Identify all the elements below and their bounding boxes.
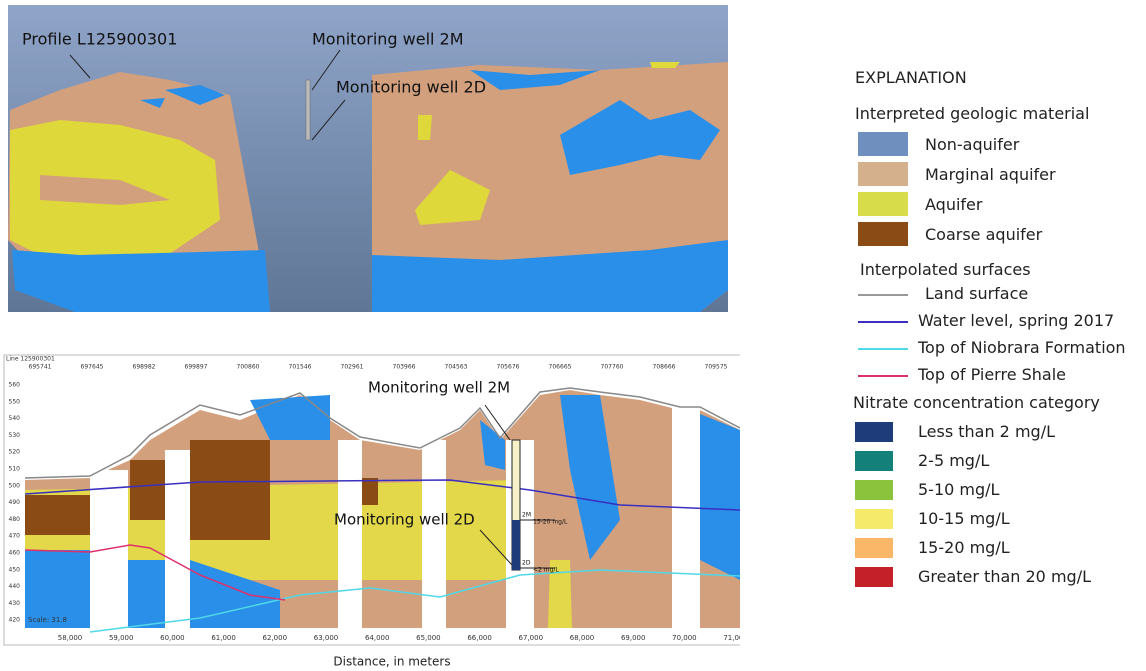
- page: { "top_image": { "labels": ["Profile L12…: [0, 0, 1146, 671]
- y-tick-label: 510: [9, 466, 21, 473]
- legend-line: [858, 348, 908, 350]
- legend-label: Top of Niobrara Formation: [918, 338, 1126, 357]
- top-label: Monitoring well 2D: [336, 78, 486, 97]
- legend-swatch: [858, 192, 908, 216]
- legend-label: 2-5 mg/L: [918, 451, 989, 470]
- legend-label: Aquifer: [925, 195, 982, 214]
- well-annotation: 15-20 mg/L: [533, 519, 568, 526]
- x-tick-label: 65,000: [416, 634, 441, 642]
- legend-label: Coarse aquifer: [925, 225, 1042, 244]
- x-tick-label: 60,000: [160, 634, 185, 642]
- figure: Profile L125900301 Monitoring well 2M Mo…: [0, 0, 740, 671]
- x-tick-label: 71,000: [723, 634, 740, 642]
- y-tick-label: 530: [9, 432, 21, 439]
- station-label: 699897: [185, 364, 208, 371]
- station-label: 698982: [133, 364, 156, 371]
- right-block: [372, 62, 728, 312]
- x-tick-label: 68,000: [570, 634, 595, 642]
- x-tick-label: 70,000: [672, 634, 697, 642]
- x-tick-label: 61,000: [211, 634, 236, 642]
- x-tick-label: 59,000: [109, 634, 134, 642]
- y-tick-label: 450: [9, 566, 21, 573]
- legend-heading: Nitrate concentration category: [853, 393, 1100, 412]
- legend-label: Non-aquifer: [925, 135, 1019, 154]
- x-tick-label: 63,000: [314, 634, 339, 642]
- legend-swatch: [858, 162, 908, 186]
- top-label: Profile L125900301: [22, 30, 177, 49]
- legend-swatch: [855, 509, 893, 529]
- station-label: 707760: [601, 364, 624, 371]
- station-label: 701546: [289, 364, 312, 371]
- legend-heading: Interpolated surfaces: [860, 260, 1031, 279]
- station-label: 703966: [393, 364, 416, 371]
- y-tick-label: 540: [9, 415, 21, 422]
- well-label: Monitoring well 2D: [334, 511, 475, 529]
- x-tick-label: 62,000: [263, 634, 288, 642]
- well-label: Monitoring well 2M: [368, 379, 510, 397]
- y-tick-label: 480: [9, 516, 21, 523]
- line-label: Line 125900301: [6, 356, 55, 363]
- y-tick-label: 430: [9, 600, 21, 607]
- legend-swatch: [855, 422, 893, 442]
- legend-label: Top of Pierre Shale: [918, 365, 1066, 384]
- well-symbol: [306, 80, 310, 140]
- legend-swatch: [858, 132, 908, 156]
- station-label: 702961: [341, 364, 364, 371]
- station-label: 706665: [549, 364, 572, 371]
- station-label: 705676: [497, 364, 520, 371]
- y-tick-label: 490: [9, 499, 21, 506]
- well-annotation: <2 mg/L: [533, 567, 559, 574]
- legend-swatch: [858, 222, 908, 246]
- legend-label: 10-15 mg/L: [918, 509, 1010, 528]
- legend-line: [858, 321, 908, 323]
- x-tick-label: 67,000: [519, 634, 544, 642]
- station-label: 695741: [29, 364, 52, 371]
- y-tick-label: 470: [9, 533, 21, 540]
- y-tick-label: 420: [9, 617, 21, 624]
- scale-label: Scale: 31.8: [28, 616, 67, 624]
- y-tick-label: 460: [9, 550, 21, 557]
- legend-label: Marginal aquifer: [925, 165, 1056, 184]
- legend-label: 5-10 mg/L: [918, 480, 999, 499]
- well-annotation: 2M: [522, 512, 531, 519]
- legend-heading: Interpreted geologic material: [855, 104, 1089, 123]
- legend-swatch: [855, 567, 893, 587]
- legend-swatch: [855, 538, 893, 558]
- legend-line: [858, 375, 908, 377]
- station-label: 708666: [653, 364, 676, 371]
- legend-label: Water level, spring 2017: [918, 311, 1114, 330]
- station-label: 697645: [81, 364, 104, 371]
- left-block: [8, 72, 270, 312]
- y-tick-label: 440: [9, 583, 21, 590]
- legend-title: EXPLANATION: [855, 68, 967, 87]
- legend-label: Less than 2 mg/L: [918, 422, 1055, 441]
- well-screen: [512, 520, 520, 570]
- legend-swatch: [855, 480, 893, 500]
- x-tick-label: 64,000: [365, 634, 390, 642]
- legend-swatch: [855, 451, 893, 471]
- y-tick-label: 500: [9, 482, 21, 489]
- station-label: 700860: [237, 364, 260, 371]
- x-tick-label: 69,000: [621, 634, 646, 642]
- legend-label: Greater than 20 mg/L: [918, 567, 1091, 586]
- well-annotation: 2D: [522, 560, 531, 567]
- x-tick-label: 58,000: [58, 634, 83, 642]
- x-axis-title: Distance, in meters: [333, 655, 450, 669]
- y-tick-label: 550: [9, 398, 21, 405]
- top-label: Monitoring well 2M: [312, 30, 464, 49]
- legend-label: 15-20 mg/L: [918, 538, 1010, 557]
- x-tick-label: 66,000: [467, 634, 492, 642]
- station-label: 709575: [705, 364, 728, 371]
- y-tick-label: 520: [9, 449, 21, 456]
- legend-line: [858, 294, 908, 296]
- legend-label: Land surface: [925, 284, 1028, 303]
- station-label: 704563: [445, 364, 468, 371]
- y-tick-label: 560: [9, 382, 21, 389]
